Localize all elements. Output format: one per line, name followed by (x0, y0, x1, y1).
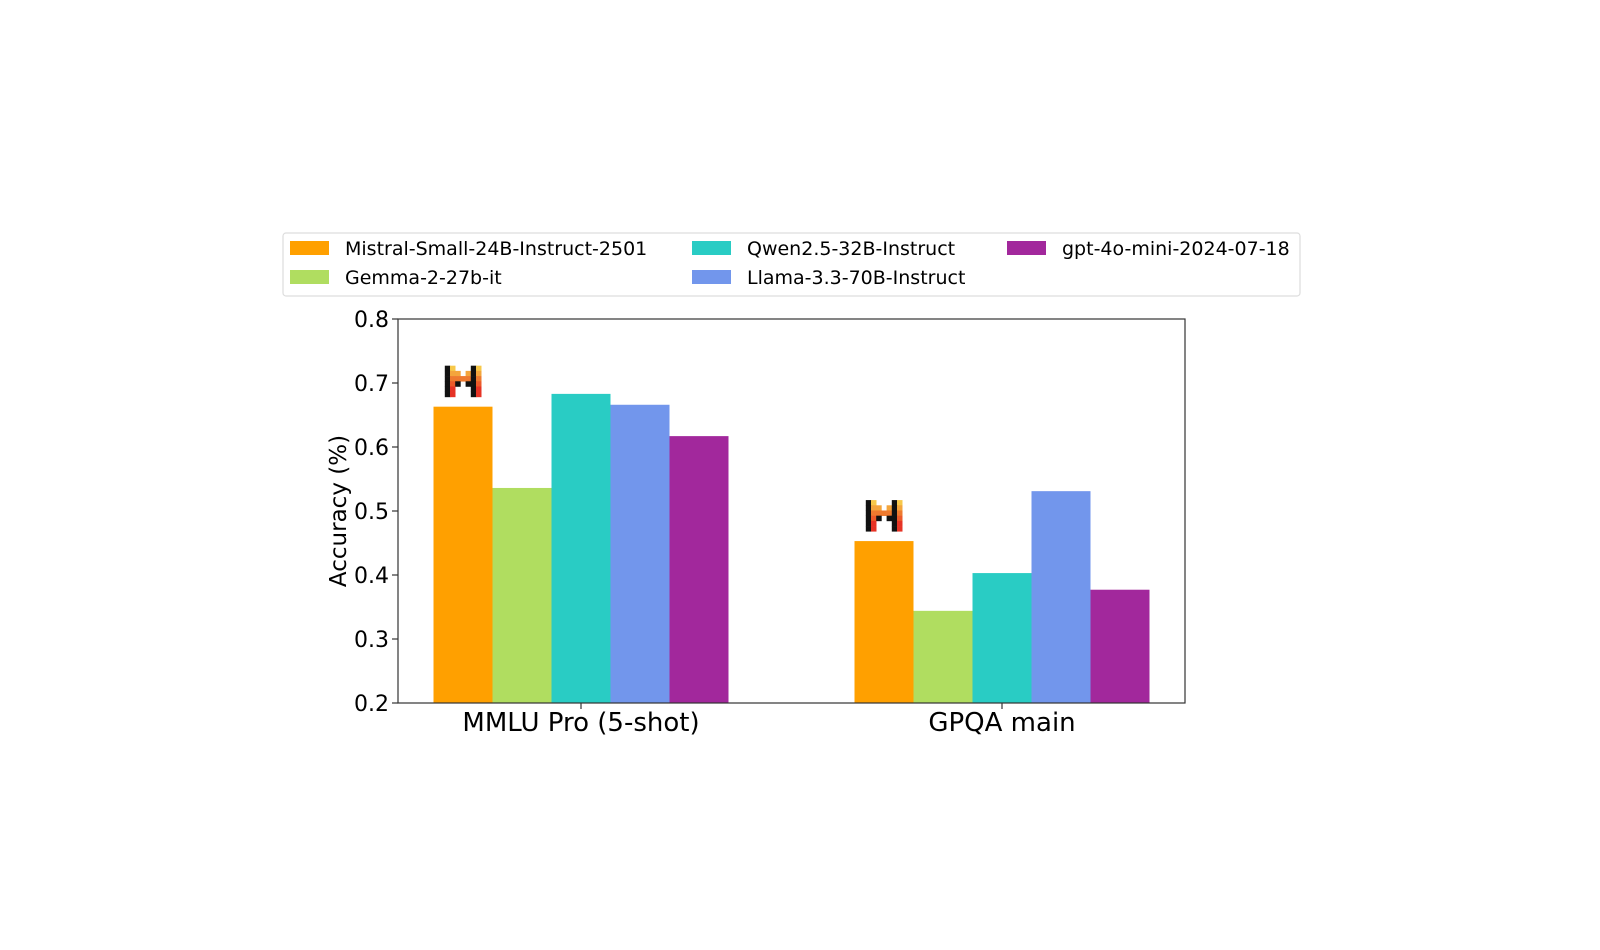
legend-swatch (692, 241, 731, 255)
legend-label: Qwen2.5-32B-Instruct (747, 238, 955, 260)
y-tick-label: 0.5 (354, 500, 389, 525)
legend-swatch (290, 270, 329, 284)
bar (433, 406, 493, 703)
legend-swatch (692, 270, 731, 284)
bar (913, 610, 973, 703)
y-tick-label: 0.4 (354, 564, 389, 589)
legend-label: Mistral-Small-24B-Instruct-2501 (345, 238, 647, 260)
y-tick-label: 0.6 (354, 436, 389, 461)
legend-label: gpt-4o-mini-2024-07-18 (1062, 238, 1290, 260)
bars (433, 365, 1150, 703)
bar (610, 404, 670, 703)
legend-swatch (1007, 241, 1046, 255)
mistral-logo (865, 500, 903, 532)
y-tick-label: 0.2 (354, 692, 389, 717)
y-tick-label: 0.3 (354, 628, 389, 653)
x-tick-label: GPQA main (928, 708, 1075, 738)
legend: Mistral-Small-24B-Instruct-2501 Gemma-2-2… (282, 232, 1301, 297)
mistral-logo (444, 365, 482, 398)
bar (1090, 589, 1150, 703)
y-axis-label: Accuracy (%) (326, 435, 352, 587)
bar (854, 541, 914, 703)
bar (492, 487, 552, 703)
bar (669, 436, 729, 703)
x-tick-label: MMLU Pro (5-shot) (462, 708, 699, 738)
bar (551, 393, 611, 703)
bar (1031, 491, 1091, 703)
y-tick-label: 0.8 (354, 308, 389, 333)
y-tick-label: 0.7 (354, 372, 389, 397)
legend-label: Llama-3.3-70B-Instruct (747, 267, 965, 289)
axes: 0.2 0.3 0.4 0.5 0.6 0.7 0.8 MMLU Pro (5-shot) GP… (354, 308, 1186, 738)
legend-label: Gemma-2-27b-it (345, 267, 502, 289)
legend-swatch (290, 241, 329, 255)
bar (972, 573, 1032, 703)
